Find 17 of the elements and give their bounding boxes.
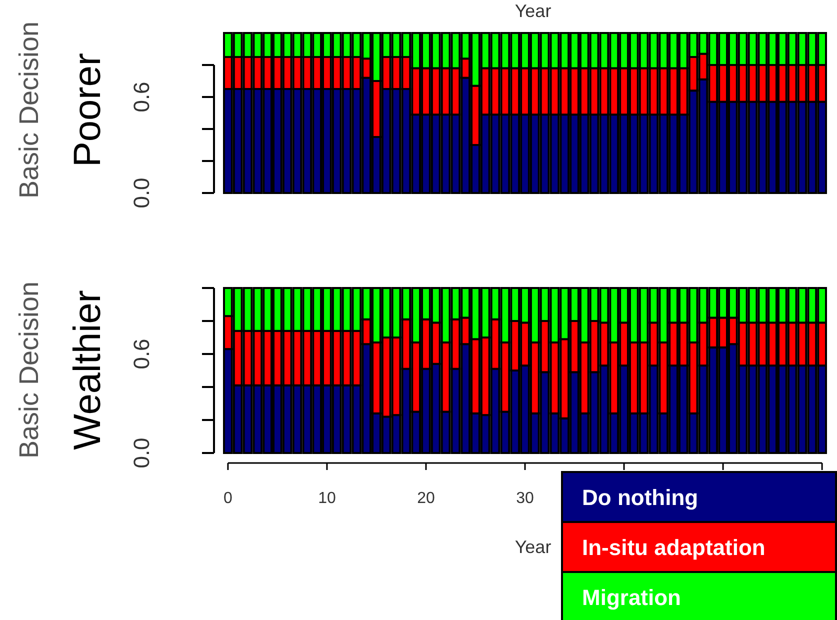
text: In-situ adaptation: [582, 535, 766, 560]
x-axis-title: Year: [514, 537, 552, 557]
text: Poorer: [67, 52, 109, 168]
x-axis-title: Year: [514, 1, 552, 21]
x-tick-label: 30: [516, 490, 534, 507]
x-tick-label: 0: [224, 490, 232, 507]
y-axis-title: Basic Decision: [14, 21, 44, 199]
y-axis-title: Basic Decision: [14, 281, 44, 459]
y-tick-label: 0.0: [129, 178, 154, 208]
y-tick-label: 0.6: [129, 82, 154, 112]
x-tick-label: 20: [417, 490, 435, 507]
x-tick-label: 10: [318, 490, 336, 507]
y-tick-label: 0.6: [129, 338, 154, 370]
text: Migration: [582, 585, 681, 610]
text: Wealthier: [67, 290, 109, 450]
y-tick-label: 0.0: [129, 438, 154, 468]
series-label: Do nothing: [582, 485, 698, 510]
